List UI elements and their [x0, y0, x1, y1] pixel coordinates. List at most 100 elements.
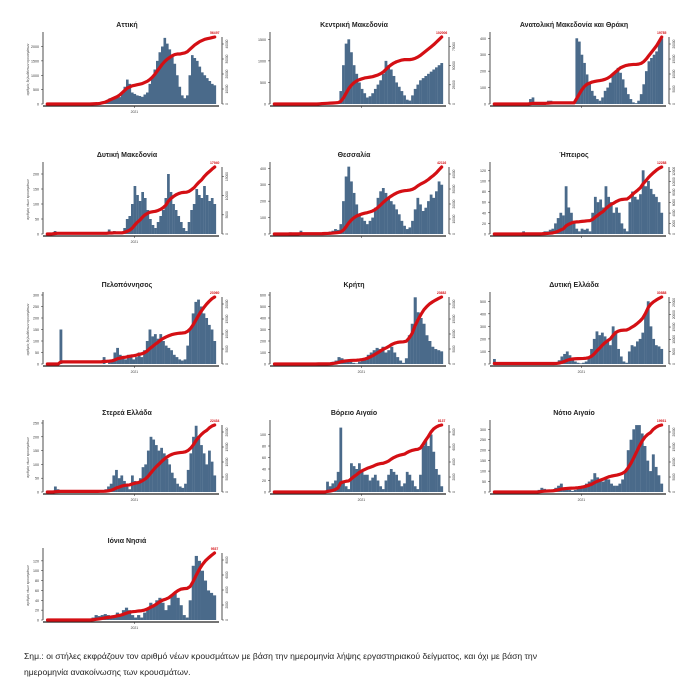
bar [588, 84, 592, 104]
bar [635, 425, 639, 492]
bar [421, 211, 425, 234]
y2-tick-label: 8000 [452, 428, 456, 435]
y2-tick-label: 4000 [672, 209, 676, 216]
bar [136, 195, 139, 234]
bar [396, 357, 400, 364]
y-tick-label: 1000 [31, 74, 39, 78]
bar [611, 326, 615, 364]
cumulative-line [45, 295, 217, 366]
bar [178, 86, 182, 104]
panel-chart: 0 100 200 300 400 0 5000 10000 15000 20000 19785 [480, 31, 676, 108]
bar [191, 55, 194, 104]
bar [186, 345, 190, 364]
bar [395, 209, 398, 234]
bar [149, 602, 153, 620]
bar [138, 478, 142, 492]
bar [331, 483, 335, 492]
bar [432, 69, 436, 104]
bar [146, 92, 149, 104]
y2-tick-label: 20000 [225, 299, 229, 308]
bar [413, 88, 417, 104]
bar [121, 93, 124, 104]
bar [132, 359, 136, 364]
bar [529, 99, 532, 104]
bar [375, 347, 379, 364]
bar [347, 166, 351, 234]
y2-tick-label: 0 [672, 363, 676, 365]
y2-tick-label: 6000 [225, 571, 229, 578]
bar [400, 91, 404, 104]
cumulative-end-label: 12288 [657, 161, 667, 165]
bar [156, 222, 160, 234]
bar [153, 334, 157, 364]
bar [193, 58, 197, 104]
x-tick-label: 2021 [131, 626, 139, 630]
bar [173, 63, 177, 104]
bar [598, 479, 602, 492]
bar [129, 357, 133, 364]
panel-title: Κεντρική Μακεδονία [320, 22, 388, 29]
y2-tick-label: 50000 [452, 61, 456, 70]
bar [389, 201, 393, 234]
y-tick-label: 0 [484, 491, 486, 495]
bar [123, 86, 127, 104]
region-panel: Πελοπόννησος 0 50 100 150 200 250 300 0 5000 10000… [18, 268, 236, 380]
x-tick-label: 2021 [131, 110, 139, 114]
panel-chart: 0 100 200 300 400 500 600 0 5000 10000 15000 20000 2… [260, 291, 456, 374]
bar [120, 475, 124, 492]
bar [393, 352, 397, 364]
bar [178, 359, 182, 364]
cumulative-line [45, 551, 217, 622]
bar [576, 488, 580, 492]
bar [493, 358, 496, 364]
panel-chart: 0500100015002000010000200003000040000αρι… [26, 31, 229, 114]
bar [201, 72, 204, 104]
bar [206, 78, 209, 104]
region-panel: Ανατολική Μακεδονία και Θράκη 0 100 200 300 4… [465, 8, 683, 120]
bar [125, 486, 129, 492]
cumulative-line [45, 165, 217, 236]
y2-tick-label: 6000 [672, 199, 676, 206]
bar [641, 332, 645, 364]
y2-tick-label: 0 [452, 491, 456, 493]
y-tick-label: 200 [260, 340, 266, 344]
bar [587, 357, 591, 364]
y2-tick-label: 5000 [225, 345, 229, 352]
bar [133, 93, 137, 104]
bar [137, 352, 141, 364]
y-tick-label: 1500 [258, 38, 266, 42]
bar [159, 334, 163, 364]
region-panel: Κεντρική Μακεδονία 0 500 1000 1500 0 25000 5000… [245, 8, 463, 120]
bar [435, 469, 438, 492]
bar [125, 219, 129, 234]
bar [372, 350, 376, 364]
bar [116, 97, 119, 104]
bar [607, 196, 611, 234]
bar [633, 196, 637, 234]
bar [608, 82, 612, 104]
bar [175, 357, 179, 364]
panel-chart: 0 50 100 150 200 250 300 0 5000 10000 15000 20000 αρ… [26, 291, 229, 374]
bar [143, 612, 147, 620]
bar [610, 483, 613, 492]
bar [637, 425, 641, 492]
bar [604, 477, 608, 492]
y-tick-label: 80 [35, 579, 39, 583]
bar [660, 212, 664, 234]
y-tick-label: 40 [482, 211, 486, 215]
bar [563, 353, 566, 364]
bar [342, 65, 345, 104]
y2-tick-label: 10000 [225, 457, 229, 466]
bar [429, 434, 433, 492]
bar [116, 347, 119, 364]
bar [189, 453, 193, 492]
bar [205, 195, 209, 234]
bar [379, 80, 383, 104]
y-tick-label: 300 [480, 53, 486, 57]
y2-tick-label: 20000 [225, 69, 229, 78]
bar [197, 299, 200, 364]
bar [650, 58, 653, 104]
bar [617, 212, 621, 234]
cumulative-line [45, 35, 217, 106]
bar [173, 592, 177, 620]
